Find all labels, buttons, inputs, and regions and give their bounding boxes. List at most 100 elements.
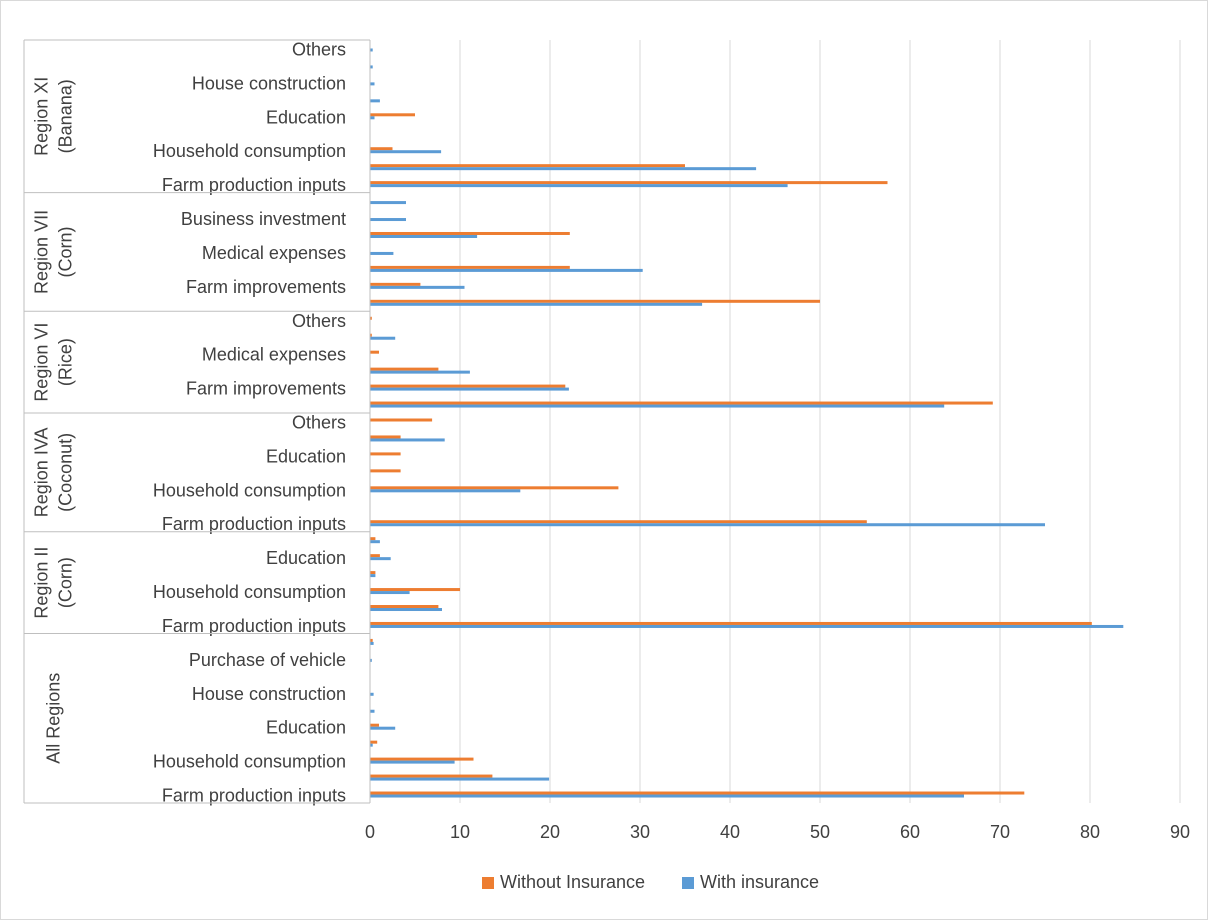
- category-label: Farm production inputs: [162, 175, 346, 195]
- category-label: Education: [266, 107, 346, 127]
- bar-g5-r0-s0: [370, 638, 373, 642]
- category-label: Education: [266, 718, 346, 738]
- group-label: Region VII: [32, 210, 52, 294]
- bar-g1-r1-s1: [370, 218, 406, 222]
- bar-g4-r3-s0: [370, 588, 460, 592]
- bar-g3-r6-s1: [370, 523, 1045, 527]
- category-label: Household consumption: [153, 752, 346, 772]
- bar-g1-r4-s1: [370, 268, 643, 272]
- x-tick-label: 30: [630, 822, 650, 842]
- bar-g3-r3-s0: [370, 469, 401, 473]
- category-label: House construction: [192, 684, 346, 704]
- group-label: Region XI: [32, 77, 52, 156]
- bar-g2-r3-s1: [370, 370, 470, 374]
- bar-g4-r1-s0: [370, 554, 380, 558]
- x-tick-label: 70: [990, 822, 1010, 842]
- category-label: Business investment: [181, 209, 346, 229]
- bar-g5-r5-s1: [370, 726, 396, 730]
- bar-g0-r3-s1: [370, 99, 380, 103]
- bar-g0-r7-s0: [370, 164, 685, 168]
- bar-g0-r2-s1: [370, 82, 375, 86]
- category-label: Others: [292, 311, 346, 331]
- x-tick-label: 60: [900, 822, 920, 842]
- bar-g0-r4-s0: [370, 113, 415, 117]
- bar-g2-r2-s0: [370, 350, 379, 354]
- category-label: House construction: [192, 73, 346, 93]
- category-label: Education: [266, 446, 346, 466]
- bar-g5-r0-s1: [370, 641, 374, 645]
- group-label: (Corn): [56, 557, 76, 608]
- bar-g4-r2-s0: [370, 571, 376, 575]
- category-label: Medical expenses: [202, 345, 346, 365]
- category-label: Others: [292, 413, 346, 433]
- bar-g4-r0-s0: [370, 537, 376, 541]
- category-label: Farm production inputs: [162, 514, 346, 534]
- bar-g2-r1-s1: [370, 336, 396, 340]
- bar-g5-r1-s1: [370, 658, 372, 662]
- bar-g3-r6-s0: [370, 520, 867, 524]
- bar-g3-r1-s1: [370, 438, 445, 442]
- bar-g3-r0-s0: [370, 418, 433, 422]
- bar-g0-r1-s1: [370, 65, 373, 69]
- bar-g1-r6-s1: [370, 302, 703, 306]
- legend-swatch-0: [482, 877, 494, 889]
- category-label: Farm production inputs: [162, 616, 346, 636]
- bar-g3-r2-s0: [370, 452, 401, 456]
- bar-g0-r6-s1: [370, 150, 442, 154]
- category-label: Farm improvements: [186, 379, 346, 399]
- category-label: Farm production inputs: [162, 786, 346, 806]
- bar-g4-r3-s1: [370, 591, 410, 595]
- bar-g4-r0-s1: [370, 540, 380, 544]
- bar-g0-r8-s1: [370, 184, 788, 188]
- group-label: Region IVA: [32, 428, 52, 518]
- group-label: (Banana): [56, 79, 76, 153]
- bar-g2-r0-s0: [370, 316, 372, 320]
- bar-g3-r4-s0: [370, 486, 619, 490]
- x-tick-label: 90: [1170, 822, 1190, 842]
- bar-g3-r4-s1: [370, 489, 521, 493]
- category-label: Farm improvements: [186, 277, 346, 297]
- bar-g1-r5-s0: [370, 282, 421, 286]
- bar-g4-r5-s1: [370, 624, 1124, 628]
- category-label: Education: [266, 548, 346, 568]
- x-tick-label: 20: [540, 822, 560, 842]
- bar-g0-r4-s1: [370, 116, 375, 120]
- group-label: (Coconut): [56, 433, 76, 512]
- bar-g5-r8-s0: [370, 774, 493, 778]
- bar-g5-r3-s1: [370, 692, 374, 696]
- group-label: (Rice): [56, 338, 76, 386]
- bar-g0-r8-s0: [370, 181, 888, 185]
- x-tick-label: 40: [720, 822, 740, 842]
- bar-g5-r4-s1: [370, 709, 375, 713]
- bar-g4-r5-s0: [370, 621, 1092, 625]
- bar-g2-r1-s0: [370, 333, 372, 337]
- bar-g5-r6-s0: [370, 740, 378, 744]
- bar-g1-r6-s0: [370, 299, 820, 303]
- bar-g2-r3-s0: [370, 367, 439, 371]
- bar-g2-r5-s1: [370, 404, 945, 408]
- bar-g1-r2-s1: [370, 234, 478, 238]
- bar-g1-r4-s0: [370, 265, 570, 269]
- bar-g2-r4-s1: [370, 387, 569, 391]
- bar-g5-r9-s1: [370, 794, 964, 798]
- x-tick-label: 50: [810, 822, 830, 842]
- bar-g4-r4-s0: [370, 605, 439, 609]
- bar-g4-r1-s1: [370, 557, 391, 561]
- category-label: Others: [292, 39, 346, 59]
- bar-g5-r8-s1: [370, 777, 550, 781]
- bar-g2-r4-s0: [370, 384, 566, 388]
- bar-g2-r5-s0: [370, 401, 993, 405]
- x-tick-label: 0: [365, 822, 375, 842]
- bar-g5-r7-s0: [370, 757, 474, 761]
- bar-g5-r9-s0: [370, 791, 1025, 795]
- legend-swatch-1: [682, 877, 694, 889]
- bar-g0-r6-s0: [370, 147, 393, 151]
- legend-label: Without Insurance: [500, 872, 645, 892]
- group-label: Region VI: [32, 323, 52, 402]
- category-label: Household consumption: [153, 582, 346, 602]
- bar-g4-r2-s1: [370, 574, 376, 578]
- category-label: Purchase of vehicle: [189, 650, 346, 670]
- legend-label: With insurance: [700, 872, 819, 892]
- bar-g5-r7-s1: [370, 760, 455, 764]
- bar-g5-r5-s0: [370, 723, 379, 727]
